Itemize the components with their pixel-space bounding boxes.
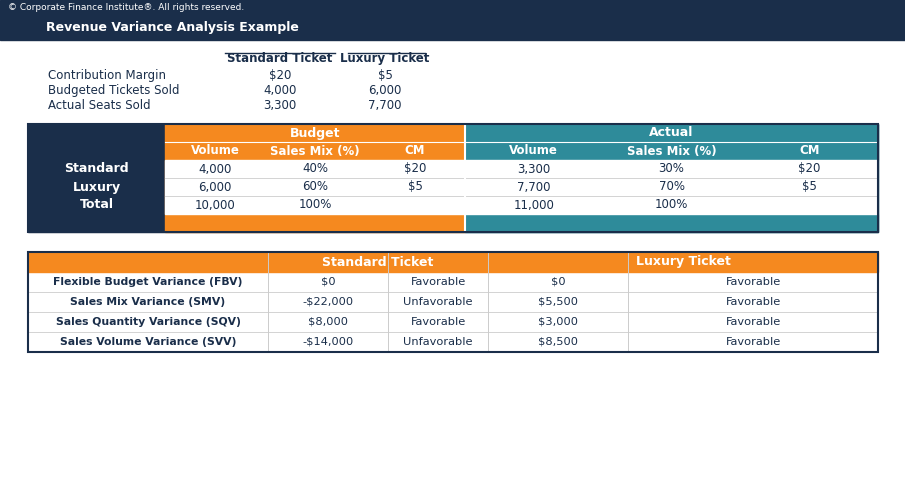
Text: Standard: Standard: [64, 163, 129, 175]
Text: Luxury: Luxury: [72, 180, 120, 194]
Bar: [0, 0, 905, 16]
Text: 3,300: 3,300: [263, 99, 297, 112]
Text: $5: $5: [802, 180, 816, 194]
Text: Sales Mix (%): Sales Mix (%): [271, 145, 360, 158]
Text: Unfavorable: Unfavorable: [404, 297, 472, 307]
Bar: [0, 16, 905, 40]
Text: Contribution Margin: Contribution Margin: [48, 69, 166, 82]
Bar: [165, 160, 878, 178]
Bar: [165, 178, 878, 196]
Text: 40%: 40%: [302, 163, 328, 175]
Text: Volume: Volume: [191, 145, 240, 158]
Text: Sales Quantity Variance (SQV): Sales Quantity Variance (SQV): [55, 317, 241, 327]
Text: Favorable: Favorable: [726, 337, 781, 347]
Text: 11,000: 11,000: [513, 199, 554, 211]
Text: Luxury Ticket: Luxury Ticket: [340, 52, 430, 65]
Text: Actual: Actual: [649, 126, 694, 139]
Text: -$22,000: -$22,000: [302, 297, 354, 307]
Text: -$14,000: -$14,000: [302, 337, 354, 347]
Text: $3,000: $3,000: [538, 317, 578, 327]
Bar: [28, 124, 878, 232]
Text: Sales Volume Variance (SVV): Sales Volume Variance (SVV): [60, 337, 236, 347]
Text: 6,000: 6,000: [368, 84, 402, 97]
Text: $8,000: $8,000: [308, 317, 348, 327]
Text: $20: $20: [404, 163, 426, 175]
Text: 60%: 60%: [302, 180, 328, 194]
Text: $5: $5: [407, 180, 423, 194]
Text: Sales Mix Variance (SMV): Sales Mix Variance (SMV): [71, 297, 225, 307]
Text: © Corporate Finance Institute®. All rights reserved.: © Corporate Finance Institute®. All righ…: [8, 3, 244, 12]
Bar: [28, 252, 878, 272]
Text: Favorable: Favorable: [726, 317, 781, 327]
Text: CM: CM: [405, 145, 425, 158]
Text: Sales Mix (%): Sales Mix (%): [626, 145, 717, 158]
Text: Favorable: Favorable: [410, 317, 466, 327]
Text: Budgeted Tickets Sold: Budgeted Tickets Sold: [48, 84, 179, 97]
Text: 70%: 70%: [659, 180, 684, 194]
Text: $5,500: $5,500: [538, 297, 578, 307]
Text: $0: $0: [550, 277, 566, 287]
Text: Standard Ticket: Standard Ticket: [322, 255, 433, 269]
Text: Volume: Volume: [510, 145, 558, 158]
Text: Favorable: Favorable: [410, 277, 466, 287]
Text: Favorable: Favorable: [726, 277, 781, 287]
Text: $5: $5: [377, 69, 393, 82]
Bar: [28, 252, 878, 352]
Text: $0: $0: [320, 277, 336, 287]
Text: Total: Total: [80, 199, 113, 211]
Text: $20: $20: [798, 163, 820, 175]
Text: $8,500: $8,500: [538, 337, 578, 347]
Text: Unfavorable: Unfavorable: [404, 337, 472, 347]
Text: $20: $20: [269, 69, 291, 82]
Text: 4,000: 4,000: [198, 163, 232, 175]
Text: CM: CM: [799, 145, 819, 158]
Text: 30%: 30%: [659, 163, 684, 175]
Text: Luxury Ticket: Luxury Ticket: [635, 255, 730, 269]
Text: 6,000: 6,000: [198, 180, 232, 194]
Text: Flexible Budget Variance (FBV): Flexible Budget Variance (FBV): [53, 277, 243, 287]
Text: 7,700: 7,700: [368, 99, 402, 112]
Bar: [28, 252, 878, 352]
Bar: [165, 196, 878, 214]
Text: Revenue Variance Analysis Example: Revenue Variance Analysis Example: [46, 22, 299, 35]
Text: Budget: Budget: [290, 126, 340, 139]
Text: 100%: 100%: [299, 199, 332, 211]
Text: 100%: 100%: [655, 199, 688, 211]
Text: Actual Seats Sold: Actual Seats Sold: [48, 99, 150, 112]
Bar: [165, 124, 465, 232]
Text: Favorable: Favorable: [726, 297, 781, 307]
Bar: [465, 124, 878, 232]
Bar: [28, 124, 878, 232]
Text: 4,000: 4,000: [263, 84, 297, 97]
Text: 3,300: 3,300: [518, 163, 550, 175]
Text: 10,000: 10,000: [195, 199, 235, 211]
Text: 7,700: 7,700: [517, 180, 550, 194]
Text: Standard Ticket: Standard Ticket: [227, 52, 333, 65]
